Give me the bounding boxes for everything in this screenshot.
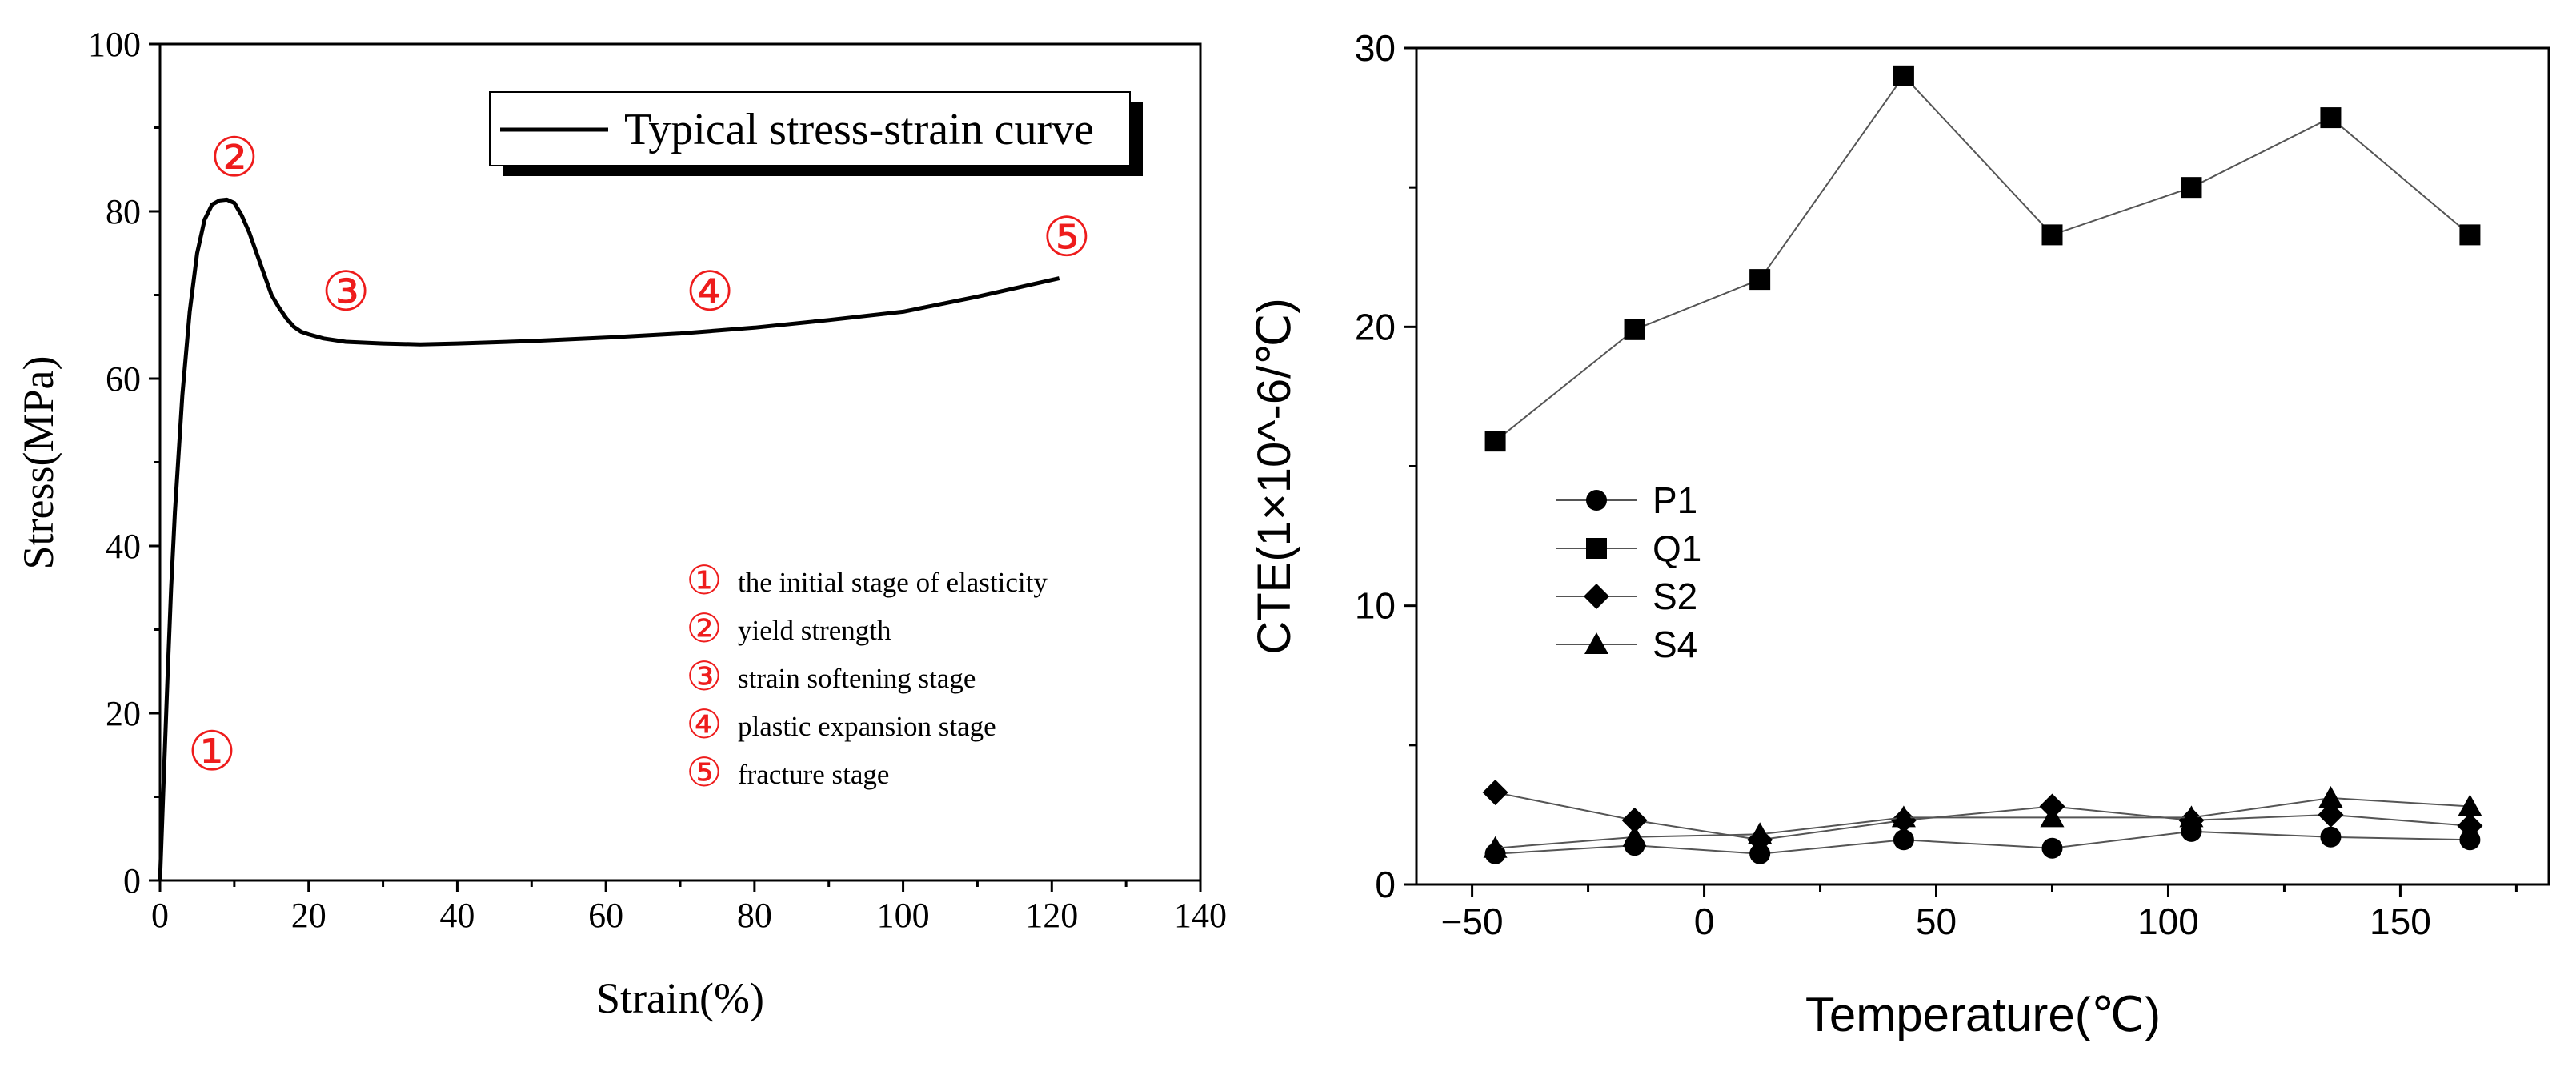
annotation-text: fracture stage [738,759,889,790]
series-line-p1 [1495,830,2470,855]
y-tick-label: 0 [1375,864,1396,905]
axis-ticks-2: −50 0 50 100 150 0 10 20 30 [1355,27,2518,942]
annotation-symbol: ④ [687,702,723,747]
x-tick-label: 40 [439,896,475,935]
y-tick-label: 20 [1355,306,1396,347]
x-tick-label: −50 [1441,901,1504,942]
point-q1 [1484,431,1506,452]
y-axis-label-2: CTE(1×10^-6/℃) [1248,298,1300,654]
stage-marker: ⑤ [1042,207,1091,267]
stage-markers: ①②③ ④⑤ [188,127,1092,782]
annotation-text: yield strength [738,615,891,646]
point-s2 [2318,801,2344,828]
x-tick-label: 100 [2137,901,2199,942]
stage-annotation-list: ① the initial stage of elasticity ② yield s… [687,558,1048,795]
stage-marker: ① [188,721,237,782]
x-tick-label: 150 [2370,901,2431,942]
point-s4 [1891,805,1916,828]
point-q1 [1624,319,1645,340]
legend-marker [1584,584,1609,609]
x-axis-label: Strain(%) [596,974,764,1022]
legend-marker [1586,538,1607,559]
x-tick-label: 20 [291,896,327,935]
cte-temperature-chart: −50 0 50 100 150 0 10 20 30 P1 Q1 S2 S4 Temperature… [1248,27,2550,1041]
y-tick-label: 20 [106,694,141,733]
x-axis-label-2: Temperature(℃) [1805,988,2161,1041]
y-tick-label: 30 [1355,27,1396,69]
point-s2 [1621,807,1648,833]
legend-label: S2 [1653,576,1697,617]
point-q1 [2181,177,2202,199]
x-tick-label: 140 [1174,896,1227,935]
point-p1 [2041,837,2063,859]
point-q1 [2320,107,2342,129]
point-p1 [2320,826,2342,848]
legend-marker [1584,632,1608,654]
point-p1 [2459,829,2481,851]
legend-2: P1 Q1 S2 S4 [1556,479,1701,665]
point-q1 [1749,269,1771,291]
plot-frame-2 [1415,46,2550,886]
legend: Typical stress-strain curve [489,91,1143,176]
point-p1 [1893,829,1914,851]
y-tick-label: 40 [106,527,141,566]
series-line-s2 [1495,792,2470,841]
point-q1 [2041,224,2063,246]
point-s4 [2040,805,2065,828]
x-tick-label: 100 [877,896,930,935]
annotation-symbol: ② [687,606,723,651]
legend-label: S4 [1653,624,1697,665]
x-tick-label: 0 [1694,901,1715,942]
point-s4 [2318,786,2343,808]
annotation-text: strain softening stage [738,663,976,694]
stage-marker: ② [210,127,258,188]
annotation-symbol: ③ [687,654,723,699]
x-tick-label: 120 [1025,896,1078,935]
legend-label: P1 [1653,479,1697,521]
y-tick-label: 0 [123,861,141,901]
y-tick-label: 80 [106,192,141,231]
x-tick-label: 60 [588,896,623,935]
stress-strain-curve [158,197,1060,881]
point-s4 [2458,794,2482,816]
series-line-q1 [1494,74,2471,442]
y-tick-label: 60 [106,359,141,399]
series-line-s4 [1495,796,2470,849]
legend-marker [1586,490,1607,511]
annotation-symbol: ① [687,558,723,603]
point-s4 [1622,824,1647,847]
x-tick-label: 50 [1916,901,1957,942]
cte-series [1482,65,2483,864]
y-tick-label: 100 [88,25,141,64]
stage-marker: ④ [686,261,735,322]
legend-label: Typical stress-strain curve [624,105,1094,154]
point-q1 [1893,65,1914,86]
point-s4 [2179,805,2204,828]
point-p1 [1749,843,1771,864]
point-s2 [2457,812,2483,839]
annotation-text: the initial stage of elasticity [738,567,1048,598]
point-q1 [2459,224,2481,246]
point-s4 [1748,822,1773,844]
y-tick-label: 10 [1355,585,1396,627]
x-tick-label: 0 [151,896,169,935]
point-s4 [1483,836,1508,858]
y-axis-label: Stress(MPa) [14,356,62,570]
point-s2 [1482,780,1508,806]
annotation-text: plastic expansion stage [738,711,996,742]
legend-label: Q1 [1653,527,1701,569]
annotation-symbol: ⑤ [687,750,723,795]
x-tick-label: 80 [737,896,772,935]
axis-ticks: 0 20 40 60 80 100 120 140 0 20 40 60 80 100 [88,25,1227,935]
stage-marker: ③ [322,261,371,322]
